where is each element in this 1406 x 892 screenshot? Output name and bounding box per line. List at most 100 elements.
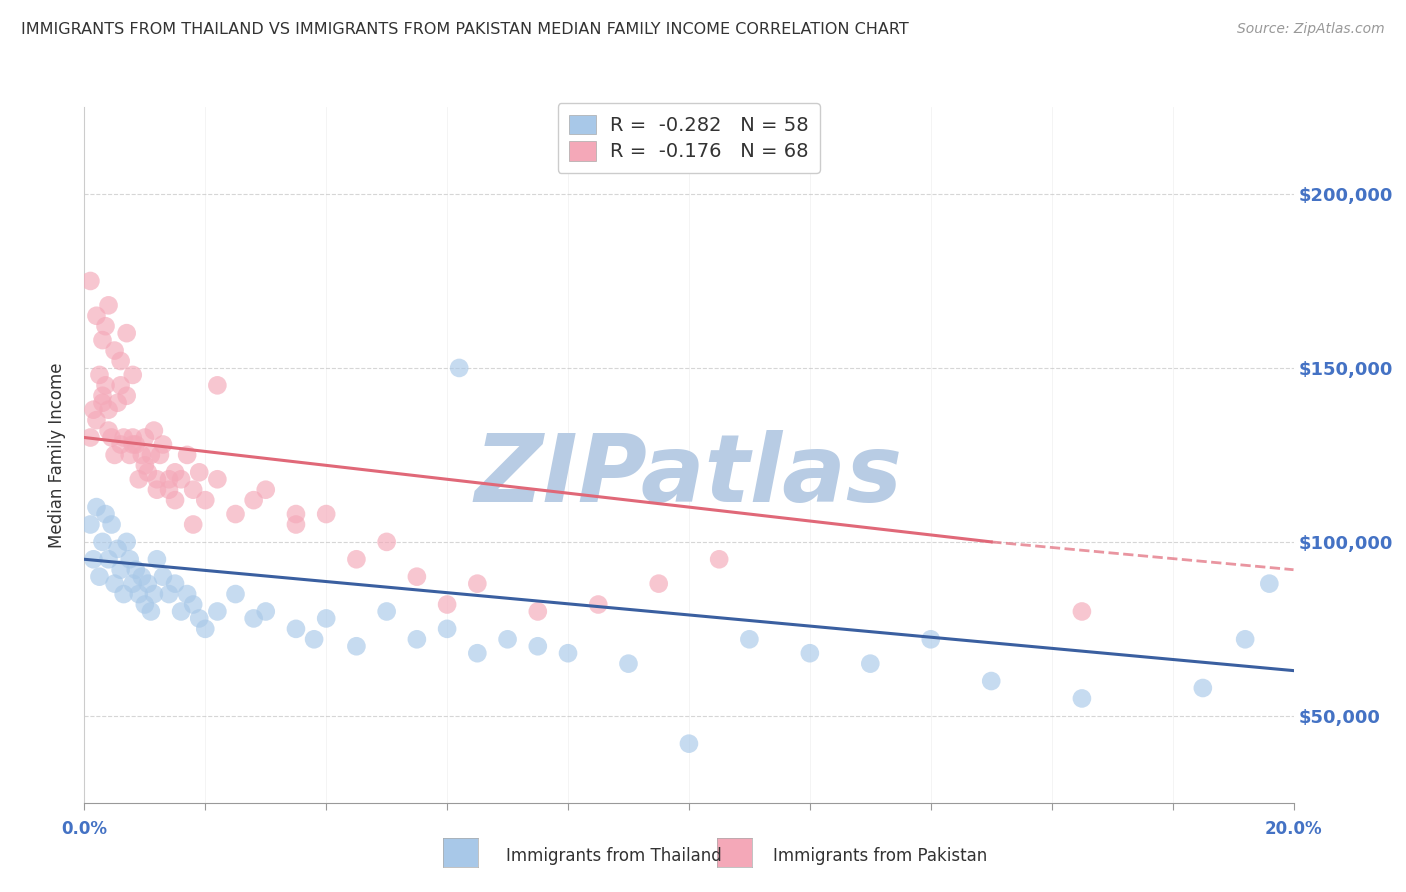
Point (194, 493, 217, 508)
Point (104, 343, 127, 358)
Point (79, 430, 101, 444)
Point (142, 424, 165, 438)
Text: ZIPatlas: ZIPatlas (475, 430, 903, 522)
Point (176, 448, 198, 462)
Point (799, 646, 821, 660)
Point (136, 576, 159, 591)
Point (115, 326, 138, 340)
Point (94, 507, 117, 521)
Point (254, 483, 277, 497)
Point (375, 605, 398, 619)
Point (82, 552, 104, 566)
Point (285, 622, 308, 636)
Point (254, 605, 277, 619)
Point (91, 534, 114, 549)
Point (1258, 576, 1281, 591)
Point (346, 552, 368, 566)
Point (496, 632, 519, 647)
Point (146, 552, 169, 566)
Point (207, 605, 229, 619)
Point (89, 569, 111, 583)
Point (302, 632, 325, 647)
Point (131, 569, 153, 583)
Point (157, 483, 180, 497)
Point (125, 437, 148, 451)
Point (617, 657, 640, 671)
Text: Immigrants from Pakistan: Immigrants from Pakistan (773, 847, 987, 865)
Point (97, 402, 120, 417)
Point (86, 500, 108, 514)
Text: 0.0%: 0.0% (62, 820, 107, 838)
Point (121, 368, 143, 382)
Point (134, 458, 156, 473)
Point (648, 576, 671, 591)
Point (94, 319, 117, 334)
Point (194, 622, 217, 636)
Point (146, 483, 169, 497)
Point (678, 737, 700, 751)
Point (115, 534, 138, 549)
Text: Immigrants from Thailand: Immigrants from Thailand (506, 847, 721, 865)
Point (588, 598, 610, 612)
Point (225, 587, 247, 601)
Point (1071, 605, 1094, 619)
Point (467, 646, 489, 660)
Point (97, 298, 120, 312)
Point (242, 493, 264, 508)
Point (557, 646, 579, 660)
Point (346, 639, 368, 653)
Point (176, 587, 198, 601)
Point (97, 424, 120, 438)
Point (89, 368, 111, 382)
Point (134, 598, 156, 612)
Y-axis label: Median Family Income: Median Family Income (48, 362, 66, 548)
Point (225, 507, 247, 521)
Point (86, 413, 108, 427)
Point (107, 541, 129, 556)
Point (188, 466, 211, 480)
Point (110, 354, 132, 368)
Point (152, 437, 174, 451)
Point (436, 622, 458, 636)
Point (79, 517, 101, 532)
Text: Source: ZipAtlas.com: Source: ZipAtlas.com (1237, 22, 1385, 37)
Point (165, 493, 187, 508)
Point (181, 598, 204, 612)
Point (100, 517, 122, 532)
Point (142, 587, 165, 601)
Point (1192, 681, 1215, 695)
Point (118, 552, 141, 566)
Point (285, 517, 308, 532)
Point (121, 437, 143, 451)
Point (1234, 632, 1257, 647)
Point (170, 472, 193, 486)
Point (149, 448, 172, 462)
Point (406, 632, 429, 647)
Point (139, 605, 162, 619)
Point (436, 598, 458, 612)
Point (131, 448, 153, 462)
Point (128, 587, 150, 601)
Point (104, 448, 127, 462)
Point (100, 430, 122, 444)
Point (181, 517, 204, 532)
Point (146, 472, 169, 486)
Point (449, 360, 471, 375)
Point (128, 472, 150, 486)
Point (315, 507, 337, 521)
Text: IMMIGRANTS FROM THAILAND VS IMMIGRANTS FROM PAKISTAN MEDIAN FAMILY INCOME CORREL: IMMIGRANTS FROM THAILAND VS IMMIGRANTS F… (21, 22, 908, 37)
Point (152, 569, 174, 583)
Point (112, 430, 135, 444)
Point (104, 576, 127, 591)
Point (285, 507, 308, 521)
Point (980, 674, 1002, 689)
Point (181, 483, 204, 497)
Point (136, 466, 159, 480)
Point (94, 378, 117, 392)
Point (406, 569, 429, 583)
Point (121, 576, 143, 591)
Point (91, 395, 114, 409)
Point (121, 430, 143, 444)
Point (125, 563, 148, 577)
Point (527, 639, 550, 653)
